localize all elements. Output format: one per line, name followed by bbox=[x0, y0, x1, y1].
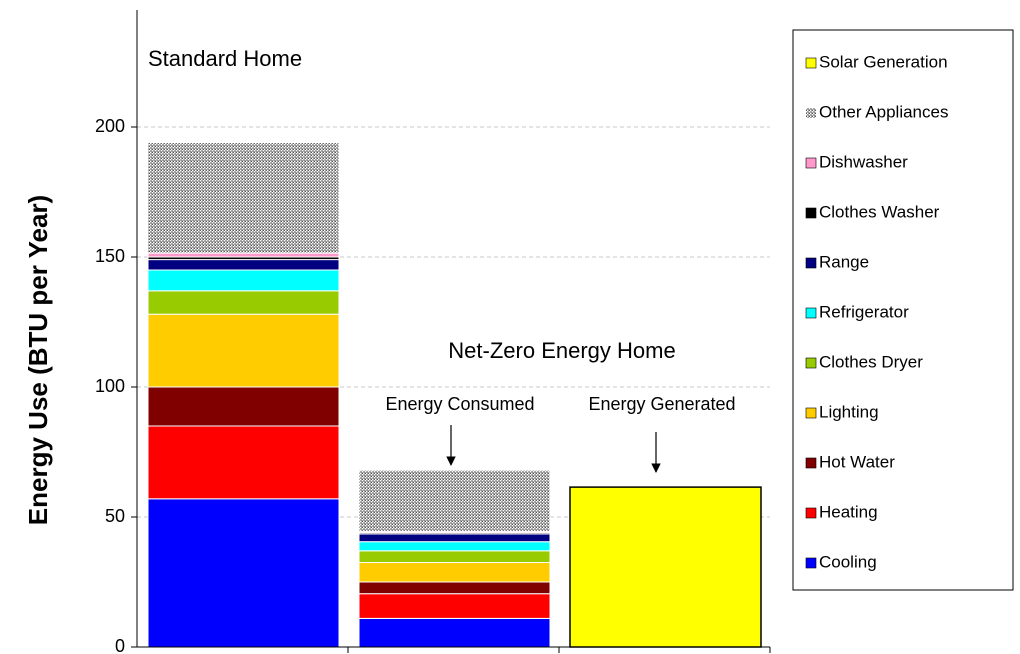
legend-swatch bbox=[805, 457, 817, 469]
bar-segment bbox=[147, 252, 340, 258]
y-axis-label: Energy Use (BTU per Year) bbox=[23, 195, 53, 525]
bar-segment bbox=[147, 259, 340, 271]
bar-segment bbox=[358, 550, 551, 563]
annotation: Energy Consumed bbox=[385, 394, 534, 414]
bar-segment bbox=[358, 617, 551, 648]
legend-label: Lighting bbox=[819, 402, 879, 421]
bar-segment bbox=[358, 581, 551, 595]
legend-label: Clothes Washer bbox=[819, 202, 940, 221]
legend-swatch bbox=[805, 307, 817, 319]
legend-box bbox=[792, 29, 1014, 591]
legend-label: Heating bbox=[819, 502, 878, 521]
bar-segment bbox=[147, 269, 340, 292]
legend-swatch bbox=[805, 57, 817, 69]
y-tick-label: 0 bbox=[115, 636, 125, 654]
legend-swatch bbox=[805, 507, 817, 519]
bar-segment bbox=[569, 486, 762, 648]
bar-segment bbox=[147, 142, 340, 254]
legend-label: Range bbox=[819, 252, 869, 271]
annotation: Energy Generated bbox=[588, 394, 735, 414]
bar-segment bbox=[147, 498, 340, 648]
bar-segment bbox=[358, 593, 551, 619]
legend-swatch bbox=[805, 407, 817, 419]
bar-segment bbox=[358, 541, 551, 552]
legend-swatch bbox=[805, 157, 817, 169]
legend-swatch bbox=[806, 108, 816, 118]
legend-swatch bbox=[805, 357, 817, 369]
bar-segment bbox=[147, 313, 340, 388]
legend-swatch bbox=[805, 257, 817, 269]
legend-swatch bbox=[805, 557, 817, 569]
legend-label: Solar Generation bbox=[819, 52, 948, 71]
legend-label: Cooling bbox=[819, 552, 877, 571]
bar-segment bbox=[147, 290, 340, 315]
bar-segment bbox=[358, 533, 551, 543]
legend-label: Other Appliances bbox=[819, 102, 948, 121]
y-tick-label: 200 bbox=[95, 116, 125, 136]
y-tick-label: 100 bbox=[95, 376, 125, 396]
y-tick-label: 150 bbox=[95, 246, 125, 266]
legend-label: Dishwasher bbox=[819, 152, 908, 171]
bar-segment bbox=[358, 469, 551, 532]
legend-label: Refrigerator bbox=[819, 302, 909, 321]
legend-label: Clothes Dryer bbox=[819, 352, 923, 371]
bar-segment bbox=[147, 386, 340, 427]
annotation: Standard Home bbox=[148, 46, 302, 71]
bar-segment bbox=[147, 425, 340, 500]
y-tick-label: 50 bbox=[105, 506, 125, 526]
annotation: Net-Zero Energy Home bbox=[448, 338, 675, 363]
bar-segment bbox=[358, 562, 551, 583]
legend-label: Hot Water bbox=[819, 452, 895, 471]
legend-swatch bbox=[805, 207, 817, 219]
